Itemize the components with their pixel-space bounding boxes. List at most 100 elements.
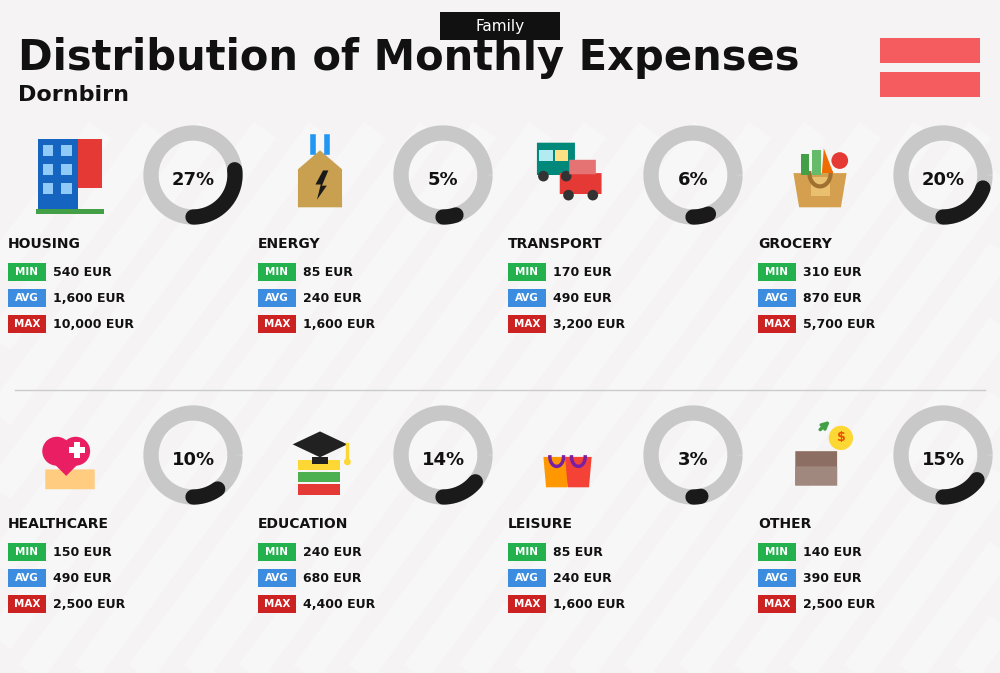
Circle shape	[587, 190, 598, 201]
FancyBboxPatch shape	[560, 173, 602, 194]
Text: 490 EUR: 490 EUR	[53, 571, 112, 584]
FancyBboxPatch shape	[758, 595, 796, 613]
FancyBboxPatch shape	[45, 470, 95, 489]
FancyBboxPatch shape	[298, 472, 340, 483]
FancyBboxPatch shape	[8, 315, 46, 333]
Text: 240 EUR: 240 EUR	[303, 291, 362, 304]
Text: 85 EUR: 85 EUR	[553, 546, 603, 559]
Text: EDUCATION: EDUCATION	[258, 517, 348, 531]
Text: MAX: MAX	[764, 319, 790, 329]
Text: MIN: MIN	[266, 547, 288, 557]
Text: AVG: AVG	[15, 293, 39, 303]
Polygon shape	[793, 173, 847, 207]
Text: AVG: AVG	[765, 573, 789, 583]
Text: MAX: MAX	[514, 599, 540, 609]
Circle shape	[561, 171, 572, 182]
FancyBboxPatch shape	[8, 569, 46, 587]
Text: 4,400 EUR: 4,400 EUR	[303, 598, 375, 610]
Text: 1,600 EUR: 1,600 EUR	[303, 318, 375, 330]
Text: MIN: MIN	[516, 547, 538, 557]
FancyBboxPatch shape	[555, 149, 568, 161]
Text: TRANSPORT: TRANSPORT	[508, 237, 603, 251]
Text: 10%: 10%	[171, 451, 215, 469]
Text: 85 EUR: 85 EUR	[303, 266, 353, 279]
Text: MAX: MAX	[764, 599, 790, 609]
Polygon shape	[43, 453, 89, 476]
FancyBboxPatch shape	[440, 12, 560, 40]
FancyBboxPatch shape	[758, 543, 796, 561]
Text: MIN: MIN	[16, 547, 38, 557]
Text: MAX: MAX	[14, 319, 40, 329]
Polygon shape	[293, 431, 347, 457]
FancyBboxPatch shape	[298, 484, 340, 495]
FancyBboxPatch shape	[539, 149, 553, 161]
FancyBboxPatch shape	[508, 543, 546, 561]
FancyBboxPatch shape	[758, 315, 796, 333]
Text: 5%: 5%	[428, 171, 458, 189]
FancyBboxPatch shape	[812, 150, 821, 175]
Polygon shape	[298, 150, 342, 207]
FancyBboxPatch shape	[8, 543, 46, 561]
Text: MAX: MAX	[14, 599, 40, 609]
Text: 14%: 14%	[421, 451, 465, 469]
FancyBboxPatch shape	[78, 139, 102, 188]
FancyBboxPatch shape	[810, 177, 830, 196]
FancyBboxPatch shape	[61, 183, 72, 194]
FancyBboxPatch shape	[69, 447, 85, 453]
FancyBboxPatch shape	[508, 289, 546, 307]
Text: MAX: MAX	[514, 319, 540, 329]
FancyBboxPatch shape	[36, 209, 104, 214]
Text: 15%: 15%	[921, 451, 965, 469]
Text: AVG: AVG	[515, 293, 539, 303]
FancyBboxPatch shape	[258, 569, 296, 587]
Polygon shape	[315, 170, 328, 200]
Text: 870 EUR: 870 EUR	[803, 291, 862, 304]
FancyBboxPatch shape	[880, 38, 980, 63]
Text: 490 EUR: 490 EUR	[553, 291, 612, 304]
Text: MAX: MAX	[264, 319, 290, 329]
Text: MIN: MIN	[516, 267, 538, 277]
FancyBboxPatch shape	[43, 183, 53, 194]
FancyBboxPatch shape	[61, 164, 72, 175]
Text: AVG: AVG	[515, 573, 539, 583]
FancyBboxPatch shape	[258, 289, 296, 307]
Circle shape	[61, 437, 90, 466]
Text: 240 EUR: 240 EUR	[553, 571, 612, 584]
Polygon shape	[543, 457, 570, 487]
Text: HOUSING: HOUSING	[8, 237, 81, 251]
Text: 1,600 EUR: 1,600 EUR	[53, 291, 125, 304]
Text: MIN: MIN	[16, 267, 38, 277]
Text: 2,500 EUR: 2,500 EUR	[803, 598, 875, 610]
Text: AVG: AVG	[15, 573, 39, 583]
FancyBboxPatch shape	[569, 160, 596, 174]
Text: 20%: 20%	[921, 171, 965, 189]
Text: 5,700 EUR: 5,700 EUR	[803, 318, 875, 330]
Circle shape	[538, 171, 549, 182]
FancyBboxPatch shape	[758, 289, 796, 307]
Text: MIN: MIN	[766, 547, 788, 557]
Text: $: $	[837, 431, 845, 444]
Text: 170 EUR: 170 EUR	[553, 266, 612, 279]
FancyBboxPatch shape	[795, 466, 837, 485]
FancyBboxPatch shape	[758, 263, 796, 281]
Text: 540 EUR: 540 EUR	[53, 266, 112, 279]
Text: ENERGY: ENERGY	[258, 237, 321, 251]
Text: 27%: 27%	[171, 171, 215, 189]
Text: 3,200 EUR: 3,200 EUR	[553, 318, 625, 330]
Circle shape	[829, 426, 853, 450]
FancyBboxPatch shape	[8, 263, 46, 281]
Circle shape	[563, 190, 574, 201]
FancyBboxPatch shape	[43, 164, 53, 175]
Text: 1,600 EUR: 1,600 EUR	[553, 598, 625, 610]
Text: HEALTHCARE: HEALTHCARE	[8, 517, 109, 531]
Text: Distribution of Monthly Expenses: Distribution of Monthly Expenses	[18, 37, 800, 79]
Text: 140 EUR: 140 EUR	[803, 546, 862, 559]
Polygon shape	[565, 457, 592, 487]
Text: AVG: AVG	[265, 293, 289, 303]
Text: AVG: AVG	[765, 293, 789, 303]
FancyBboxPatch shape	[801, 154, 809, 175]
Text: Dornbirn: Dornbirn	[18, 85, 129, 105]
Text: AVG: AVG	[265, 573, 289, 583]
FancyBboxPatch shape	[61, 145, 72, 156]
FancyBboxPatch shape	[8, 595, 46, 613]
